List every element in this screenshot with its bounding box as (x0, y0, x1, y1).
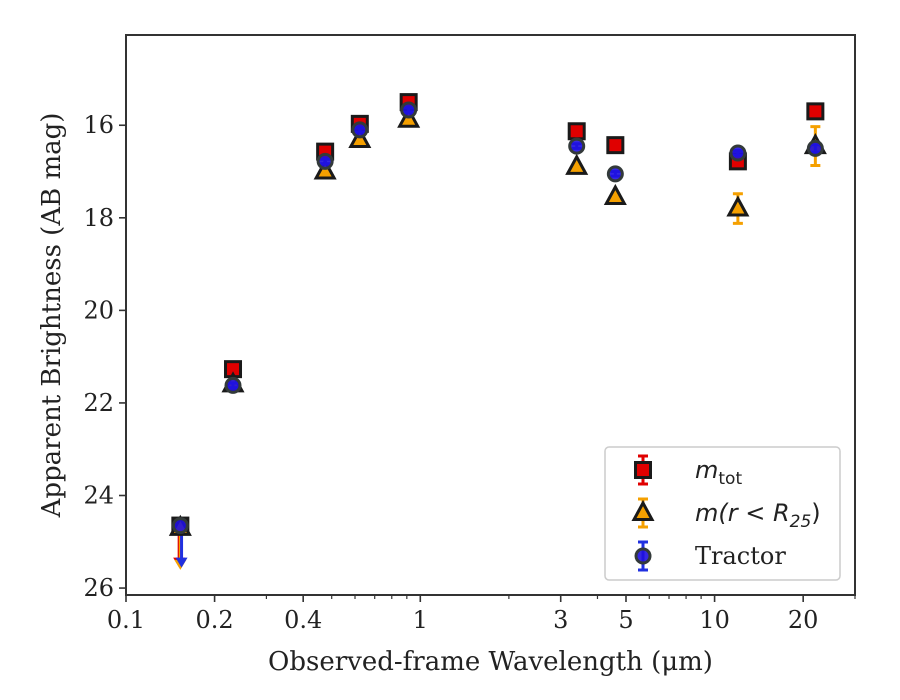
data-point-circle (351, 121, 369, 139)
legend-label: mtot (695, 456, 742, 489)
data-point-circle (806, 139, 824, 157)
data-point-circle (400, 101, 418, 119)
y-tick-label: 22 (83, 389, 114, 417)
legend-label: Tractor (695, 542, 786, 570)
data-point-triangle (565, 153, 589, 175)
y-tick-label: 26 (83, 574, 114, 602)
axis-ticks: 0.1 0.2 0.4 1 3 5 10 20 16 18 20 22 24 26 (83, 111, 856, 634)
data-point-circle (224, 376, 242, 394)
x-tick-label: 20 (788, 606, 819, 634)
y-tick-label: 16 (83, 111, 114, 139)
x-tick-label: 0.2 (196, 606, 234, 634)
data-point-triangle (603, 183, 627, 205)
x-tick-label: 0.4 (284, 606, 322, 634)
data-point-square (806, 102, 825, 121)
data-point-circle (729, 144, 747, 162)
y-tick-label: 18 (83, 204, 114, 232)
legend-marker-square (634, 461, 652, 479)
data-point-circle (316, 152, 334, 170)
legend: mtot m(r < R25) Tractor (604, 446, 841, 581)
data-point-square (567, 122, 586, 141)
y-tick-label: 24 (83, 481, 114, 509)
y-tick-label: 20 (83, 296, 114, 324)
legend-label: m(r < R25) (695, 499, 821, 532)
x-tick-label: 0.1 (107, 606, 145, 634)
data-point-circle (568, 137, 586, 155)
x-tick-label: 10 (699, 606, 730, 634)
data-point-triangle (726, 195, 750, 217)
series-2 (171, 101, 824, 535)
x-tick-label: 1 (413, 606, 428, 634)
y-axis-label: Apparent Brightness (AB mag) (37, 113, 67, 519)
plot-frame (125, 34, 856, 596)
data-point-circle (606, 165, 624, 183)
legend-marker-circle (634, 547, 652, 565)
plot-marks (168, 93, 827, 570)
x-tick-label: 3 (553, 606, 568, 634)
legend-box (604, 446, 841, 581)
upper-limit-arrow-head (175, 557, 188, 568)
legend-marker-triangle (631, 499, 655, 521)
x-axis-label: Observed-frame Wavelength (μm) (268, 647, 713, 677)
data-point-square (606, 136, 625, 155)
x-tick-label: 5 (618, 606, 633, 634)
data-point-circle (171, 517, 189, 535)
